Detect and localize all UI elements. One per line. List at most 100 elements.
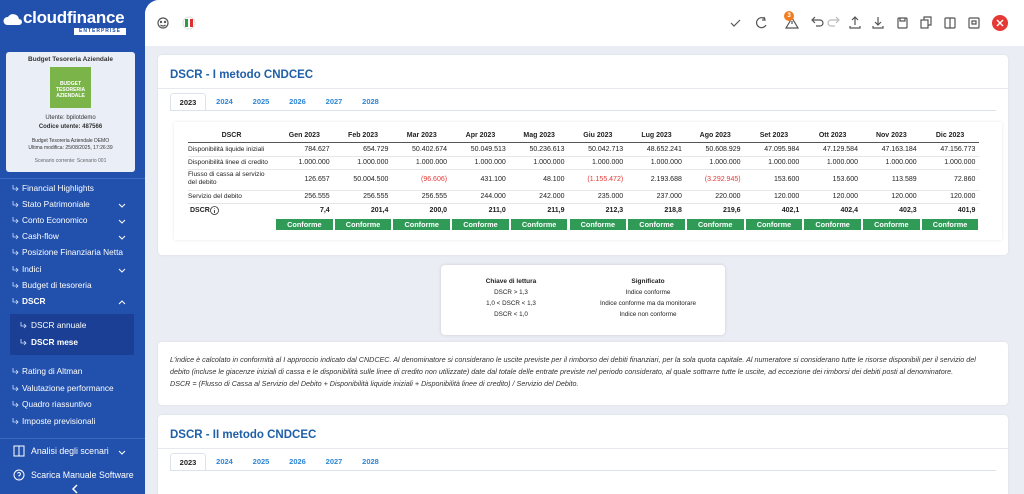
nav-item[interactable]: Posizione Finanziaria Netta xyxy=(22,247,123,257)
year-tab[interactable]: 2025 xyxy=(252,457,270,466)
dscr-value: 212,3 xyxy=(605,207,624,214)
legend-meaning: Indice non conforme xyxy=(619,311,677,318)
nav-item[interactable]: Stato Patrimoniale xyxy=(22,199,90,209)
row-label: Disponibilità linee di credito xyxy=(188,159,268,166)
dscr-value: 7,4 xyxy=(319,207,330,214)
chevron[interactable] xyxy=(118,234,126,240)
table-header: Ago 2023 xyxy=(699,132,731,139)
row-rule xyxy=(188,190,980,191)
icon-shape xyxy=(17,472,21,479)
chevron[interactable] xyxy=(118,449,126,455)
nav-arrow xyxy=(12,233,19,240)
icon-shape xyxy=(756,17,767,29)
toolbar-icons xyxy=(157,11,1008,31)
nav-arrow xyxy=(12,185,19,192)
cell-value: 1.000.000 xyxy=(474,159,506,166)
icon-shape xyxy=(730,19,741,27)
icon-shape xyxy=(827,19,838,27)
info-icon[interactable] xyxy=(210,206,219,215)
icon-shape xyxy=(182,16,196,30)
nav-item[interactable]: DSCR xyxy=(22,296,46,306)
icon-shape xyxy=(971,20,977,25)
sidebar: cloudfinance ENTERPRISE Budget Tesoreria A… xyxy=(0,0,145,494)
cell-value: 47.129.584 xyxy=(822,146,858,153)
cell-value: 120.000 xyxy=(950,193,976,200)
cell-value: 235.000 xyxy=(597,193,624,200)
nav-item[interactable]: Quadro riassuntivo xyxy=(22,399,92,409)
icon-shape xyxy=(996,19,1004,27)
row-label: Flusso di cassa al servizio del debito xyxy=(188,171,265,186)
year-tab[interactable]: 2024 xyxy=(216,457,233,466)
nav-arrow xyxy=(12,249,19,256)
chevron[interactable] xyxy=(118,202,126,208)
status-badge: Conforme xyxy=(921,219,979,230)
cell-value: 72.860 xyxy=(953,176,976,183)
nav-item[interactable]: Scarica Manuale Software xyxy=(31,470,134,480)
notification-badge[interactable]: 3 xyxy=(787,12,791,19)
dscr-value: 201,4 xyxy=(370,207,389,214)
cell-value: 50.236.613 xyxy=(529,146,565,153)
year-tab[interactable]: 2026 xyxy=(289,97,306,106)
icon-shape xyxy=(849,26,861,29)
icon-shape xyxy=(12,417,19,424)
table-header: Mar 2023 xyxy=(406,132,437,139)
cell-value: 153.600 xyxy=(832,176,858,183)
year-tab[interactable]: 2027 xyxy=(325,457,343,466)
submenu-item[interactable]: DSCR annuale xyxy=(31,320,87,330)
table-header: Lug 2023 xyxy=(641,132,672,139)
cell-value: 431.100 xyxy=(480,176,506,183)
icon-shape xyxy=(899,18,906,22)
year-tab[interactable]: 2028 xyxy=(362,97,379,106)
nav-item[interactable]: Budget di tesoreria xyxy=(22,280,92,290)
chevron[interactable] xyxy=(118,218,126,224)
icon-shape xyxy=(12,233,19,240)
table-header: DSCR xyxy=(221,132,242,139)
dscr-value: 211,9 xyxy=(547,207,565,214)
dscr-label: DSCR xyxy=(190,207,210,214)
icon-shape xyxy=(20,339,27,346)
icon-shape xyxy=(118,268,126,273)
cell-value: (96.606) xyxy=(421,176,448,183)
year-tab[interactable]: 2025 xyxy=(252,97,270,106)
dscr-value: 402,4 xyxy=(840,207,858,214)
nav-item[interactable]: Imposte previsionali xyxy=(22,415,96,426)
year-tab[interactable]: 2023 xyxy=(170,93,206,110)
nav-item[interactable]: Financial Highlights xyxy=(22,183,94,193)
nav-item[interactable]: Rating di Altman xyxy=(22,366,83,376)
nav-item[interactable]: Analisi degli scenari xyxy=(31,446,109,456)
nav-arrow xyxy=(12,298,19,305)
year-tab[interactable]: 2024 xyxy=(216,97,233,106)
nav-item[interactable]: Cash-flow xyxy=(22,231,59,241)
cell-value: (1.155.472) xyxy=(587,176,624,183)
nav-item[interactable]: Indici xyxy=(22,264,42,274)
year-tab[interactable]: 2023 xyxy=(170,453,206,470)
note-card: L'indice è calcolato in conformità al I … xyxy=(158,342,1008,405)
icon-shape xyxy=(872,26,884,29)
icon-shape xyxy=(3,14,22,25)
chevron[interactable] xyxy=(118,267,126,273)
row-rule xyxy=(188,156,980,157)
nav-item[interactable]: Valutazione performance xyxy=(22,382,114,393)
note-text: L'indice è calcolato in conformità al I … xyxy=(170,355,976,376)
table-header: Nov 2023 xyxy=(875,132,907,139)
status-badge: Conforme xyxy=(569,219,627,230)
last-modified: Ultima modifica: 25/08/2025, 17:26:39 xyxy=(28,145,113,151)
scenario: Scenario corrente: Scenario 001 xyxy=(34,158,107,164)
year-tab[interactable]: 2026 xyxy=(289,457,306,466)
collapse-button[interactable] xyxy=(70,484,80,494)
icon-shape xyxy=(12,282,19,289)
submenu-item[interactable]: DSCR mese xyxy=(31,337,79,347)
cell-value: 784.627 xyxy=(304,146,330,153)
dscr-value: 200,0 xyxy=(429,207,448,214)
chevron[interactable] xyxy=(118,299,126,305)
cell-value: 113.589 xyxy=(891,176,917,183)
cell-value: 1.000.000 xyxy=(826,159,858,166)
status-badge: Conforme xyxy=(510,219,568,230)
nav-item[interactable]: Conto Economico xyxy=(22,215,88,225)
year-tab[interactable]: 2028 xyxy=(362,457,379,466)
row-label: Disponibilità liquide iniziali xyxy=(188,146,265,153)
cell-value: 2.193.688 xyxy=(650,176,682,183)
year-tab[interactable]: 2027 xyxy=(325,97,343,106)
cell-value: 242.000 xyxy=(539,193,565,200)
